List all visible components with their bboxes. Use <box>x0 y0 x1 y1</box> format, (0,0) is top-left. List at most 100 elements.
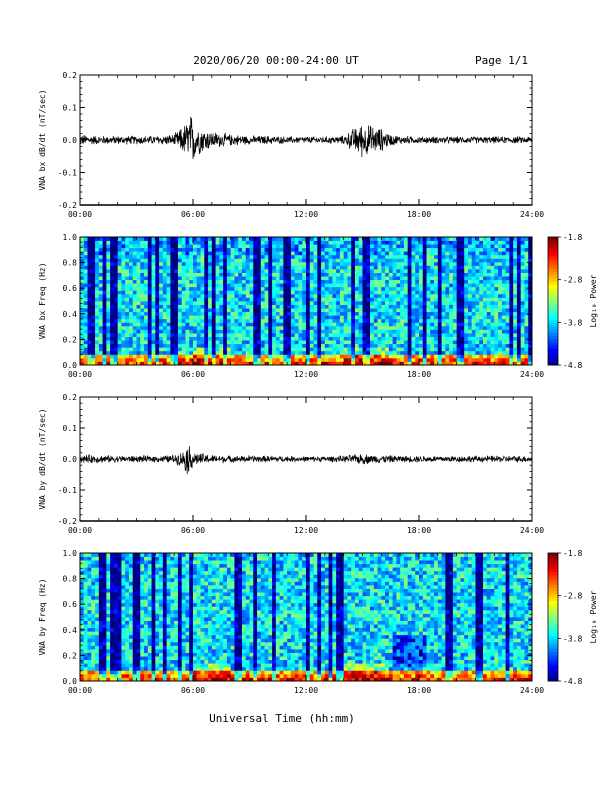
spectrogram-cell <box>452 325 458 330</box>
spectrogram-cell <box>332 325 337 330</box>
spectrogram-cell <box>422 333 427 337</box>
spectrogram-cell <box>125 329 130 334</box>
spectrogram-cell <box>479 357 484 362</box>
spectrogram-cell <box>80 595 85 600</box>
spectrogram-cell <box>117 308 122 313</box>
spectrogram-cell <box>204 258 209 263</box>
spectrogram-cell <box>528 347 533 352</box>
spectrogram-cell <box>177 304 183 309</box>
spectrogram-cell <box>464 240 469 245</box>
spectrogram-cell <box>528 293 533 298</box>
spectrogram-cell <box>411 237 416 241</box>
spectrogram-cell <box>106 343 111 348</box>
spectrogram-cell <box>80 631 85 636</box>
spectrogram-cell <box>445 301 450 305</box>
y-axis-label: VNA bx dB/dt (nT/sec) <box>38 89 47 190</box>
spectrogram-cell <box>501 322 507 327</box>
spectrogram-cell <box>377 293 382 298</box>
spectrogram-cell <box>91 585 96 589</box>
spectrogram-cell <box>520 354 525 359</box>
spectrogram-cell <box>302 251 307 256</box>
spectrogram-cell <box>287 357 292 362</box>
spectrogram-cell <box>136 276 141 281</box>
spectrogram-cell <box>524 251 529 256</box>
spectrogram-cell <box>419 308 424 313</box>
spectrogram-cell <box>110 308 115 313</box>
spectrogram-cell <box>151 315 156 320</box>
spectrogram-cell <box>80 279 85 284</box>
spectrogram-cell <box>464 237 469 241</box>
spectrogram-cell <box>83 627 88 632</box>
spectrogram-cell <box>317 333 322 337</box>
spectrogram-cell <box>520 318 525 323</box>
spectrogram-cell <box>113 325 119 330</box>
spectrogram-cell <box>467 361 473 366</box>
spectrogram-cell <box>204 283 209 288</box>
spectrogram-cell <box>366 254 371 259</box>
spectrogram-cell <box>117 357 122 362</box>
spectrogram-cell <box>452 251 458 256</box>
spectrogram-cell <box>370 325 375 330</box>
spectrogram-cell <box>313 318 318 323</box>
spectrogram-cell <box>91 609 96 614</box>
spectrogram-cell <box>230 279 235 284</box>
spectrogram-cell <box>162 336 168 341</box>
spectrogram-cell <box>223 272 228 277</box>
spectrogram-cell <box>419 247 424 252</box>
spectrogram-cell <box>196 279 201 284</box>
spectrogram-cell <box>166 350 171 355</box>
spectrogram-cell <box>339 251 345 256</box>
spectrogram-cell <box>494 276 499 281</box>
spectrogram-cell <box>441 336 446 341</box>
spectrogram-cell <box>162 269 168 273</box>
spectrogram-cell <box>125 286 130 291</box>
spectrogram-cell <box>306 272 311 277</box>
spectrogram-cell <box>441 254 446 259</box>
spectrogram-cell <box>117 325 122 330</box>
spectrogram-cell <box>411 343 416 348</box>
spectrogram-cell <box>430 311 435 316</box>
spectrogram-cell <box>366 258 371 263</box>
spectrogram-cell <box>505 350 510 355</box>
spectrogram-cell <box>174 290 179 295</box>
spectrogram-cell <box>185 283 190 288</box>
spectrogram-cell <box>381 261 386 266</box>
spectrogram-cell <box>260 343 265 348</box>
spectrogram-cell <box>155 333 160 337</box>
spectrogram-cell <box>524 272 529 277</box>
spectrogram-cell <box>80 247 85 252</box>
spectrogram-cell <box>471 301 476 305</box>
spectrogram-cell <box>279 261 284 266</box>
spectrogram-cell <box>170 261 175 266</box>
spectrogram-cell <box>456 325 461 330</box>
spectrogram-cell <box>298 347 303 352</box>
spectrogram-cell <box>415 286 420 291</box>
spectrogram-cell <box>159 247 164 252</box>
spectrogram-cell <box>264 340 269 345</box>
spectrogram-cell <box>336 340 341 345</box>
spectrogram-cell <box>501 357 507 362</box>
spectrogram-cell <box>467 357 473 362</box>
spectrogram-cell <box>498 297 503 302</box>
spectrogram-cell <box>362 347 367 352</box>
spectrogram-cell <box>249 269 254 273</box>
spectrogram-cell <box>283 269 288 273</box>
spectrogram-cell <box>177 311 183 316</box>
spectrogram-cell <box>87 567 92 572</box>
spectrogram-cell <box>449 318 454 323</box>
spectrogram-cell <box>113 276 119 281</box>
spectrogram-cell <box>400 315 405 320</box>
spectrogram-cell <box>155 354 160 359</box>
spectrogram-cell <box>80 617 85 621</box>
spectrogram-cell <box>449 279 454 284</box>
spectrogram-cell <box>366 251 371 256</box>
spectrogram-cell <box>475 357 480 362</box>
spectrogram-cell <box>407 237 412 241</box>
spectrogram-cell <box>238 254 243 259</box>
spectrogram-cell <box>434 315 439 320</box>
spectrogram-cell <box>430 318 435 323</box>
spectrogram-cell <box>162 283 168 288</box>
spectrogram-cell <box>464 261 469 266</box>
spectrogram-cell <box>287 308 292 313</box>
spectrogram-cell <box>445 343 450 348</box>
